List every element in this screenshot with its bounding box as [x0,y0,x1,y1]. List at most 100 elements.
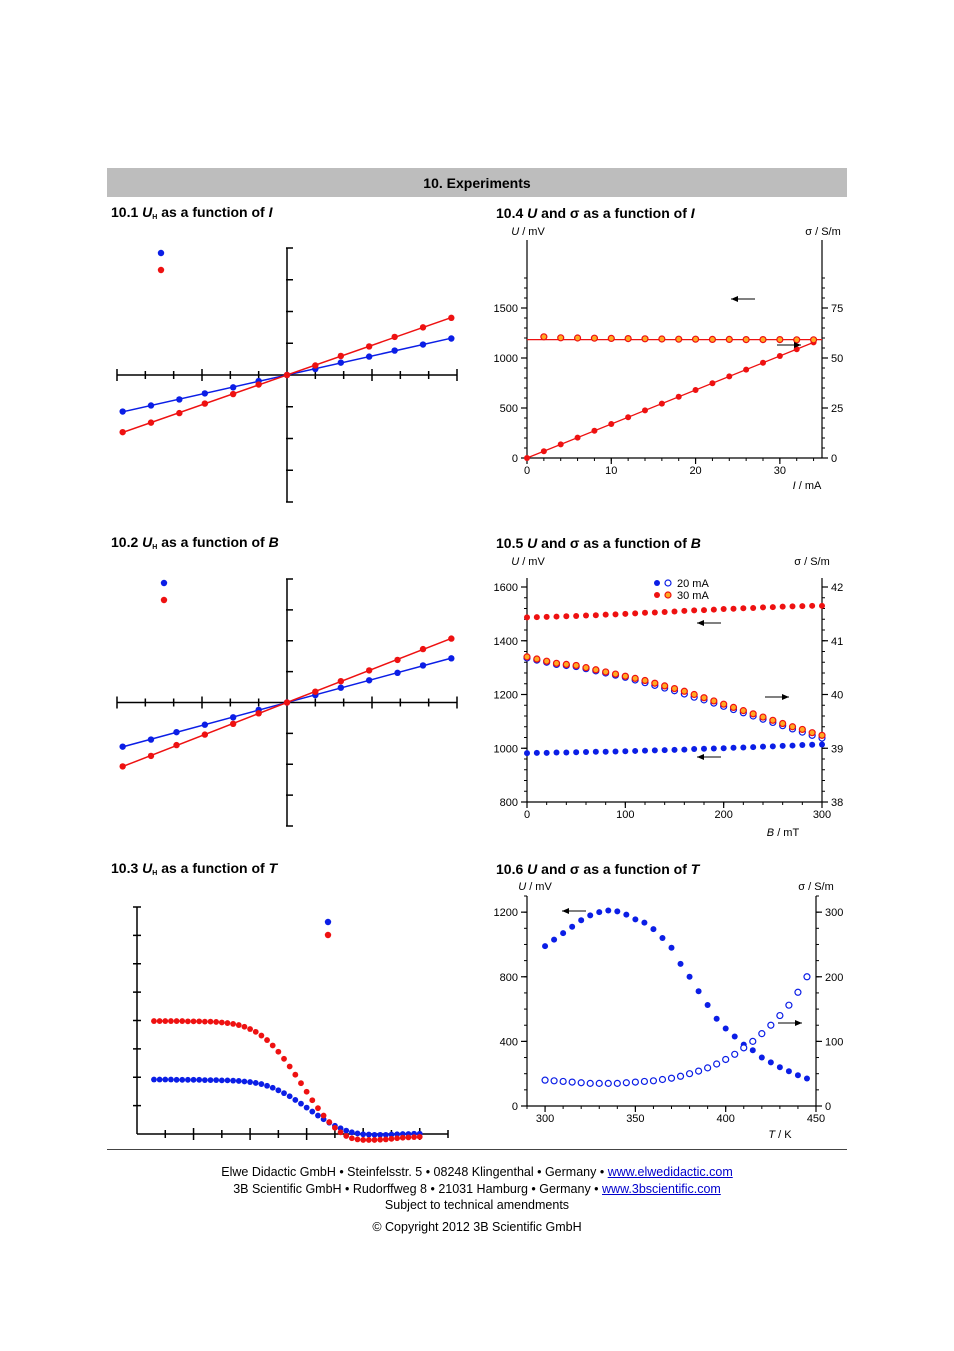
data-point-σ 30 mA [543,657,551,665]
data-point-σ [685,1070,694,1078]
data-point-red [399,1134,406,1141]
panel-text: and σ as a function of [541,205,687,221]
data-point-red [309,1097,316,1104]
data-point-red [119,763,126,770]
data-point-σ [767,1021,775,1029]
data-point-red [337,677,345,685]
data-point-blue [229,714,237,721]
data-point-blue [419,662,427,669]
x-tick-label: 20 [689,465,701,477]
data-point-σ [550,1077,558,1085]
data-point-σ [541,1076,549,1084]
data-point-U 30 mA [691,607,698,614]
data-point-blue [360,1131,367,1138]
data-point-σ 30 mA [700,694,708,702]
chart-uh-vs-field [116,578,458,827]
panel-variable-subscript: H [152,214,158,221]
data-point-red [190,1018,197,1025]
data-point-red [405,1134,412,1141]
data-point-red [119,428,126,436]
y-tick-label-left: 1000 [494,353,518,365]
y-tick-label-left: 0 [512,1101,518,1113]
data-point-U [692,387,699,393]
data-point-σ 30 mA [818,731,826,739]
data-point-U [587,912,594,919]
arrow-left-icon-head [562,908,569,914]
panel-argument: T [690,861,700,877]
footer-divider [107,1149,847,1150]
arrow-right-icon-head [782,694,789,700]
data-point-U [686,973,693,980]
data-point-σ [559,1077,567,1086]
data-point-U [758,1054,765,1061]
data-point-U [767,1059,774,1066]
panel-argument: B [690,535,701,551]
data-point-σ [776,1011,784,1020]
data-point-σ 30 mA [582,664,590,672]
footer-link-3b[interactable]: www.3bscientific.com [602,1182,721,1196]
data-point-red [162,1018,169,1024]
data-point-U 20 mA [691,746,698,753]
data-point-blue [275,1087,282,1094]
data-point-U 30 mA [533,614,540,621]
data-point-blue [201,1077,208,1083]
data-point-σ [725,335,733,344]
data-point-U [625,414,632,421]
legend-marker-red [157,266,165,274]
y-tick-label-left: 1200 [494,690,518,702]
data-point-red [184,1018,191,1025]
data-point-red [377,1136,384,1143]
data-point-red [292,1071,299,1078]
data-point-red [275,1048,282,1055]
data-point-red [229,390,237,398]
data-point-blue [286,1093,293,1100]
data-point-σ [694,1067,703,1075]
data-point-σ [624,334,632,343]
panel-number: 10.6 [496,861,524,877]
panel-variable: U [527,861,538,877]
panel-variable-subscript: H [152,870,158,877]
data-point-red [394,1135,401,1142]
data-point-blue [269,1084,276,1091]
x-tick-label: 200 [714,809,732,821]
data-point-blue [337,359,345,366]
data-point-σ [785,1001,793,1009]
data-point-U [524,455,530,461]
footer-link-elwe[interactable]: www.elwedidactic.com [607,1165,733,1179]
y-tick-label-right: 42 [831,582,843,594]
data-point-U 20 mA [612,748,619,755]
data-point-red [360,1137,367,1143]
data-point-blue [119,743,126,750]
data-point-σ 30 mA [572,661,580,670]
panel-number: 10.1 [111,204,139,220]
panel-title-10-3: 10.3 UH as a function of T [111,860,277,877]
y-tick-label-left: 1000 [494,743,518,755]
y-axis-label-left: U / mV [518,881,552,893]
data-point-σ 30 mA [798,725,806,734]
panel-number: 10.3 [111,860,139,876]
data-point-U 20 mA [809,741,816,748]
data-point-blue [179,1076,186,1083]
data-point-σ 30 mA [602,668,610,676]
data-point-σ 30 mA [690,690,698,699]
x-tick-label: 300 [536,1113,554,1125]
data-point-U [776,1064,783,1071]
y-tick-label-left: 800 [500,972,518,984]
data-point-U 20 mA [819,741,825,748]
data-point-red [365,1137,372,1143]
data-point-blue [213,1077,220,1083]
data-point-blue [377,1131,384,1138]
data-point-U 30 mA [592,612,599,619]
data-point-U [658,400,665,407]
data-point-σ [595,1079,603,1087]
data-point-σ 30 mA [661,682,669,690]
data-point-red [371,1137,378,1143]
data-point-blue [230,1077,237,1084]
data-point-red [416,1133,423,1140]
legend-marker-blue [160,579,168,587]
data-point-U 30 mA [799,603,806,610]
data-point-blue [337,684,345,691]
data-point-U 20 mA [701,745,707,752]
data-point-blue [298,1100,304,1107]
